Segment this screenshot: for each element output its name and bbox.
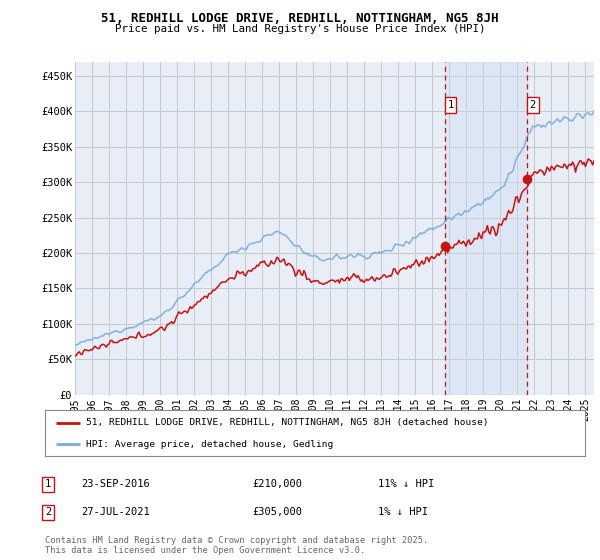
Text: 2: 2 (530, 100, 536, 110)
Text: £305,000: £305,000 (252, 507, 302, 517)
Text: Contains HM Land Registry data © Crown copyright and database right 2025.
This d: Contains HM Land Registry data © Crown c… (45, 536, 428, 556)
Text: HPI: Average price, detached house, Gedling: HPI: Average price, detached house, Gedl… (86, 440, 333, 449)
Text: 1% ↓ HPI: 1% ↓ HPI (378, 507, 428, 517)
Text: 51, REDHILL LODGE DRIVE, REDHILL, NOTTINGHAM, NG5 8JH (detached house): 51, REDHILL LODGE DRIVE, REDHILL, NOTTIN… (86, 418, 488, 427)
Text: 11% ↓ HPI: 11% ↓ HPI (378, 479, 434, 489)
Text: 51, REDHILL LODGE DRIVE, REDHILL, NOTTINGHAM, NG5 8JH: 51, REDHILL LODGE DRIVE, REDHILL, NOTTIN… (101, 12, 499, 25)
Text: 1: 1 (448, 100, 454, 110)
Bar (445, 62, 527, 395)
Text: 23-SEP-2016: 23-SEP-2016 (81, 479, 150, 489)
Text: Price paid vs. HM Land Registry's House Price Index (HPI): Price paid vs. HM Land Registry's House … (115, 24, 485, 34)
Text: £210,000: £210,000 (252, 479, 302, 489)
Text: 2: 2 (45, 507, 51, 517)
Text: 27-JUL-2021: 27-JUL-2021 (81, 507, 150, 517)
Text: 1: 1 (45, 479, 51, 489)
